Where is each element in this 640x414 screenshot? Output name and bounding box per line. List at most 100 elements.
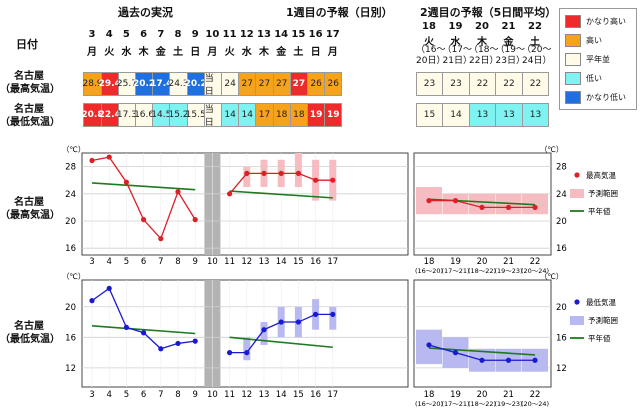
max-row-label: 名古屋 （最高気温）	[0, 70, 60, 96]
x-tick-label: 3	[89, 390, 94, 400]
legend-swatch	[565, 14, 581, 28]
max-temp-cell: 当日	[203, 72, 222, 97]
week2-max-cell: 22	[521, 72, 550, 96]
header-date: 11	[222, 29, 237, 40]
week2-x-tick-label: 22	[530, 390, 541, 400]
week2-y-tick-label: 24	[556, 190, 567, 200]
legend-normal-label: 平年値	[588, 206, 611, 216]
observed-point	[106, 285, 112, 292]
header-date: 9	[191, 29, 199, 40]
max-chart-label-city: 名古屋	[14, 197, 44, 208]
observed-point	[175, 340, 181, 347]
x-tick-label: 13	[259, 390, 270, 400]
max-chart-label-kind: （最高気温）	[0, 210, 60, 221]
week2-x-tick-label: 18	[424, 257, 435, 267]
legend-observed-label: 最低気温	[586, 297, 616, 307]
legend-observed-label: 最高気温	[586, 170, 616, 180]
legend-item: 高い	[565, 33, 602, 47]
forecast-range-bar	[243, 337, 251, 361]
week2-title: 2週目の予報（5日間平均）	[420, 6, 557, 19]
header-weekday: 木	[259, 47, 269, 58]
week2-x-range-label: (17〜21)	[441, 267, 469, 275]
legend-observed-marker	[574, 172, 580, 178]
header-date: 12	[239, 29, 254, 40]
header-weekday: 金	[276, 47, 287, 58]
legend-item: かなり低い	[565, 90, 626, 104]
header-date: 4	[105, 29, 113, 40]
min-row-label: 名古屋 （最低気温）	[0, 103, 60, 129]
forecast-point	[261, 170, 267, 176]
week2-x-range-label: (18〜22)	[468, 400, 496, 408]
plot-frame	[81, 279, 409, 388]
x-tick-label: 9	[192, 390, 197, 400]
observed-point	[123, 179, 129, 185]
legend-swatch	[565, 52, 581, 66]
header-weekday: 月	[87, 47, 97, 58]
week2-point	[532, 357, 538, 363]
week2-x-tick-label: 20	[477, 390, 488, 400]
forecast-point	[278, 319, 284, 325]
week2-header-date: 19	[448, 21, 463, 32]
observed-point	[158, 236, 164, 242]
week2-x-range-label: (20〜24)	[521, 400, 549, 408]
observed-point	[175, 189, 181, 195]
week2-range-start: （19〜	[495, 45, 525, 55]
week2-range-end: 22日）	[469, 56, 499, 66]
legend-swatch	[565, 33, 581, 47]
forecast-range-bar	[329, 306, 337, 330]
week2-y-tick-label: 12	[556, 364, 567, 374]
forecast-point	[330, 177, 336, 183]
week2-point	[426, 198, 432, 204]
week2-y-unit-label: （℃）	[540, 145, 563, 154]
legend-range-swatch	[570, 316, 584, 325]
week2-min-cell: 15	[415, 103, 444, 127]
header-date: 15	[291, 29, 306, 40]
header-weekday: 日	[190, 47, 201, 58]
x-tick-label: 4	[106, 390, 111, 400]
week2-x-tick-label: 19	[450, 390, 461, 400]
week2-point	[479, 204, 485, 210]
x-tick-label: 14	[276, 257, 287, 267]
week2-y-tick-label: 28	[556, 163, 567, 173]
forecast-point	[244, 350, 250, 356]
header-weekday: 日	[310, 47, 321, 58]
week2-y-unit-label: （℃）	[540, 272, 563, 281]
legend-label: 高い	[586, 35, 602, 45]
y-tick-label: 20	[65, 303, 76, 313]
min-chart-label-kind: （最低気温）	[0, 334, 60, 345]
x-tick-label: 10	[207, 390, 218, 400]
week2-range-bar	[469, 193, 495, 215]
week2-x-tick-label: 22	[530, 257, 541, 267]
normal-line-forecast	[229, 336, 333, 349]
header-date: 16	[308, 29, 323, 40]
week2-range-start: （17〜	[442, 45, 472, 55]
observed-point	[123, 324, 129, 330]
header-date: 6	[140, 29, 148, 40]
week2-x-range-label: (20〜24)	[521, 267, 549, 275]
legend-range-swatch	[570, 189, 584, 198]
x-tick-label: 14	[276, 390, 287, 400]
normal-line-past	[91, 182, 196, 191]
week2-y-tick-label: 16	[556, 333, 567, 343]
legend-item: かなり高い	[565, 14, 626, 28]
x-tick-label: 13	[259, 257, 270, 267]
week2-header-date: 21	[501, 21, 516, 32]
legend-range-label: 予測範囲	[588, 315, 618, 325]
week2-y-tick-label: 20	[556, 217, 567, 227]
forecast-point	[313, 311, 319, 317]
header-date: 7	[157, 29, 165, 40]
week2-header-weekday: 木	[477, 37, 487, 48]
y-unit-label: （℃）	[62, 145, 85, 154]
forecast-point	[313, 177, 319, 183]
header-weekday: 金	[155, 47, 166, 58]
legend-label: 低い	[586, 73, 602, 83]
week2-point	[505, 357, 512, 363]
forecast-range-bar	[294, 153, 302, 187]
legend-item: 低い	[565, 71, 602, 85]
week2-x-tick-label: 19	[450, 257, 461, 267]
week2-range-end: 20日）	[416, 56, 446, 66]
min-temp-cell: 20.8	[81, 103, 104, 127]
observed-point	[141, 217, 147, 223]
week2-range-end: 21日）	[442, 56, 472, 66]
